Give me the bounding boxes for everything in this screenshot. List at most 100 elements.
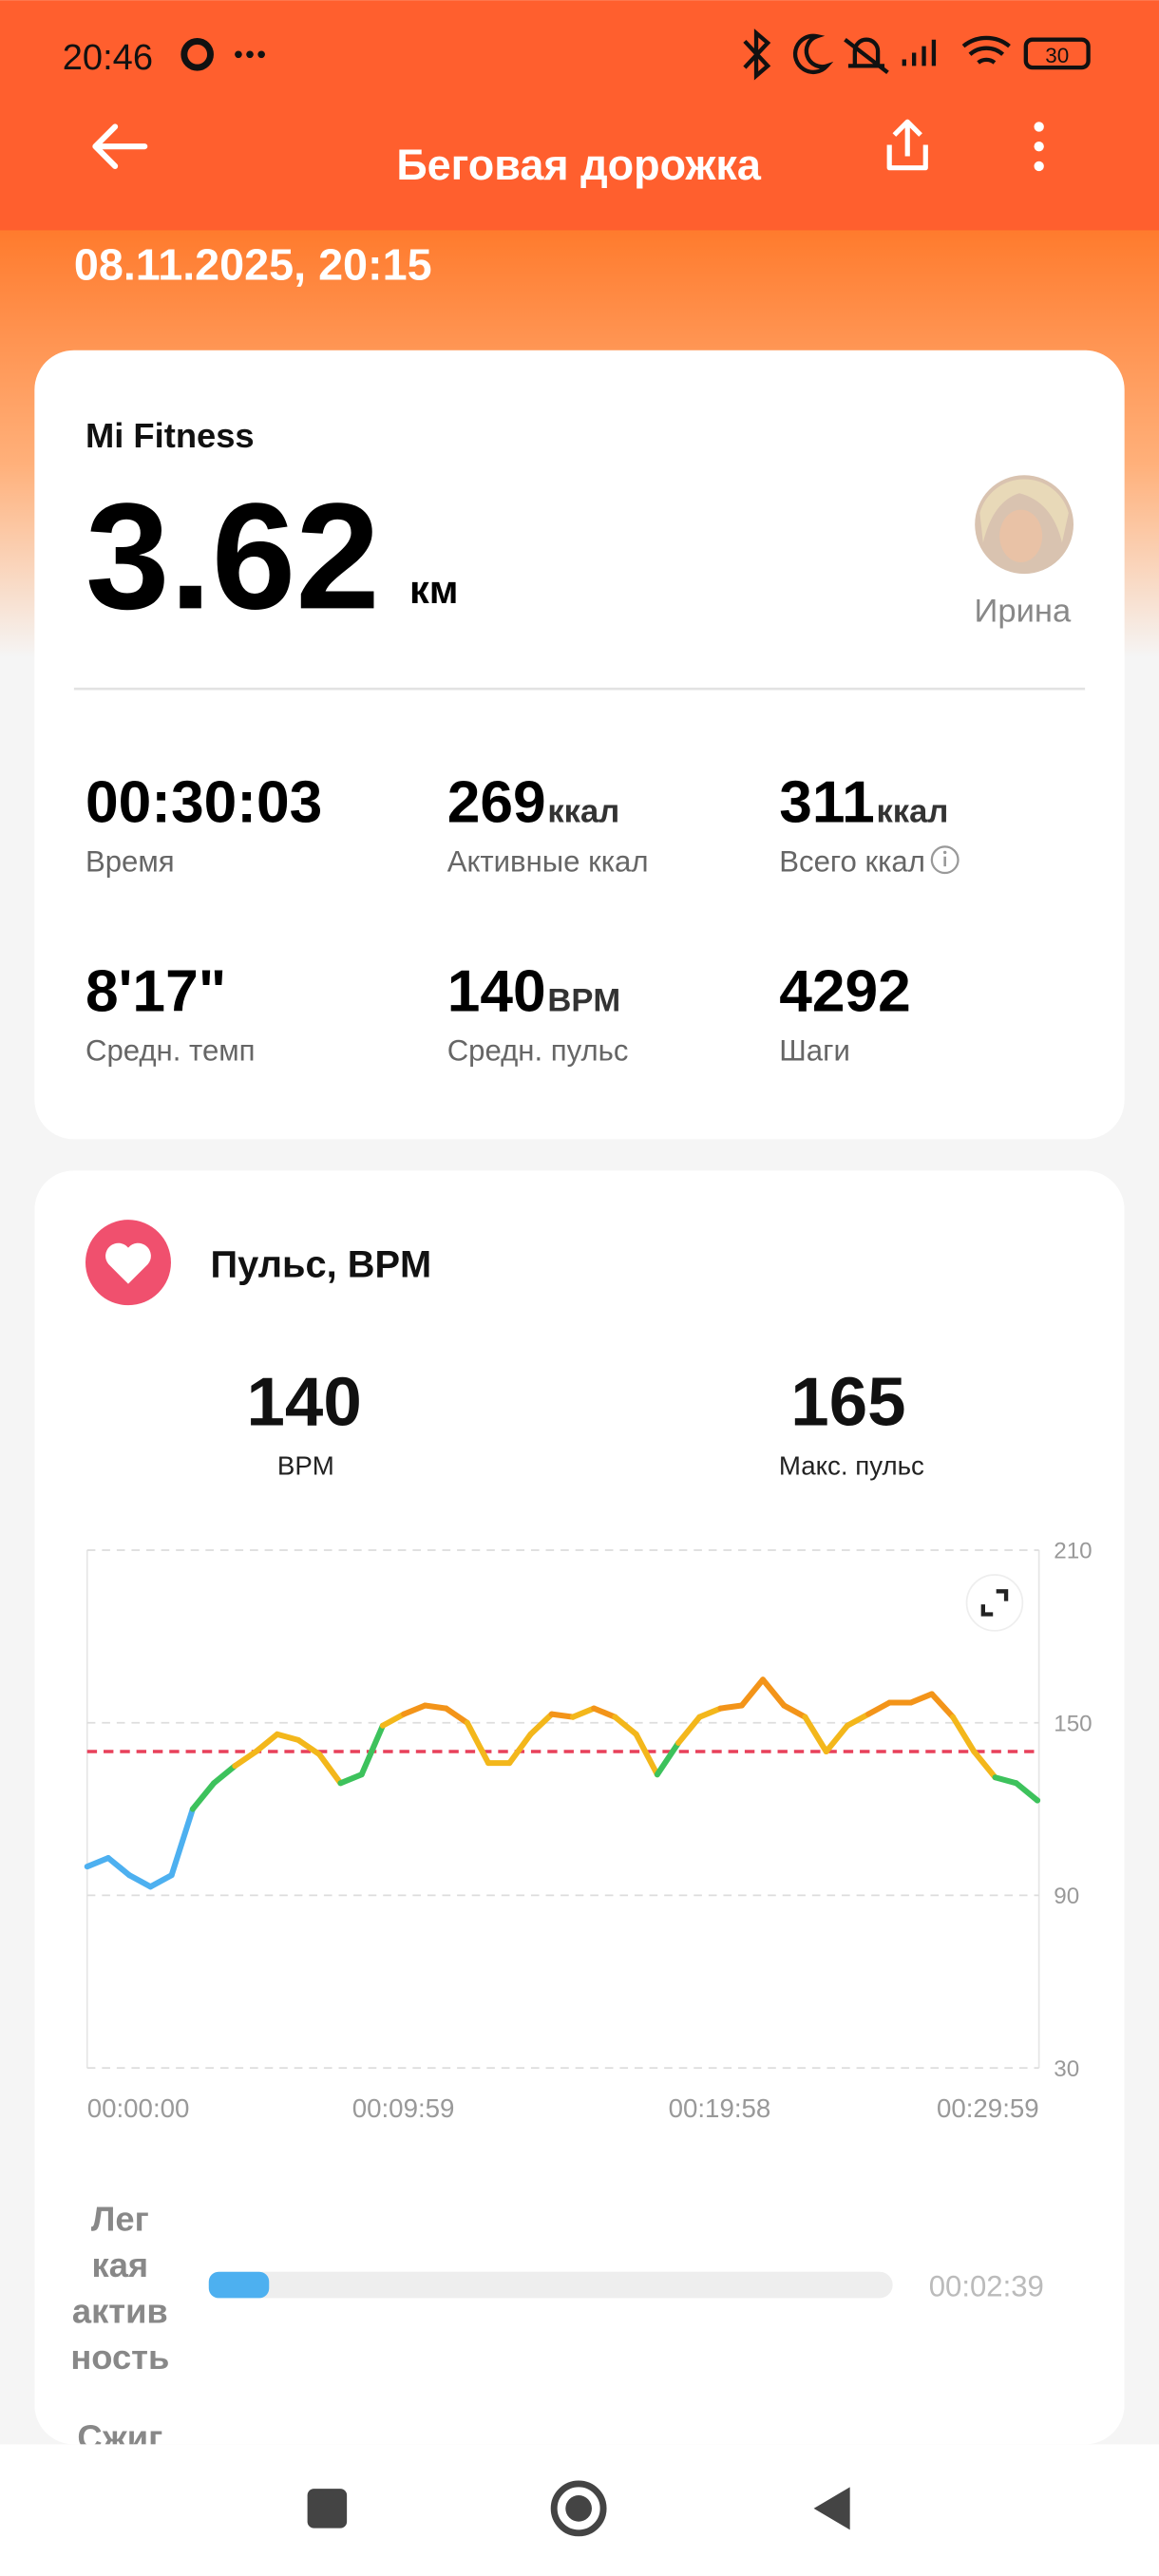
nav-home-dot <box>565 2495 592 2522</box>
heart-icon <box>105 1242 151 1284</box>
heart-card-wrap: Пульс, BPM 140 BPM 165 Макс. пульс 30 90 1… <box>34 1170 1125 2457</box>
hr-segment <box>717 1702 745 1712</box>
status-icons <box>743 28 1091 81</box>
hr-segment <box>527 1711 555 1737</box>
y-tick-label: 210 <box>1054 1539 1092 1564</box>
expand-icon <box>980 1589 1009 1617</box>
avatar-face <box>999 509 1043 562</box>
hr-segment <box>992 1774 1019 1787</box>
hr-segment <box>738 1676 767 1709</box>
page-title: Беговая дорожка <box>396 141 762 189</box>
heart-title: Пульс, BPM <box>211 1244 432 1286</box>
avg-bpm-label: BPM <box>277 1450 334 1480</box>
stat-unit: ккал <box>876 793 948 829</box>
stat-label: Шаги <box>779 1033 850 1067</box>
x-tick-label: 00:29:59 <box>937 2093 1039 2123</box>
zone-label: актив <box>72 2291 168 2330</box>
hr-segment <box>294 1736 323 1758</box>
battery-level: 30 <box>1045 44 1069 67</box>
hr-segment <box>168 1806 196 1879</box>
summary-card <box>34 350 1125 1140</box>
avatar-hair <box>979 479 1069 543</box>
hr-segment <box>907 1691 935 1706</box>
info-icon-dot <box>942 850 947 855</box>
app-bar <box>0 0 1159 231</box>
hr-segment <box>147 1872 175 1890</box>
hr-segment <box>760 1676 788 1709</box>
share-button[interactable] <box>886 119 928 171</box>
hr-segment <box>379 1711 408 1729</box>
stat-unit: ккал <box>547 793 619 829</box>
hr-segment <box>104 1855 133 1879</box>
max-bpm-label: Макс. пульс <box>779 1450 924 1480</box>
y-tick-label: 90 <box>1054 1884 1079 1909</box>
max-bpm: 165 <box>790 1363 905 1440</box>
hr-segment <box>548 1711 577 1720</box>
hr-segment <box>823 1722 850 1755</box>
workout-date: 08.11.2025, 20:15 <box>74 239 432 289</box>
hr-segment <box>84 1855 111 1870</box>
status-dots <box>235 50 265 59</box>
stat-label: Время <box>86 844 175 878</box>
hr-segment <box>443 1705 470 1726</box>
hr-segment <box>316 1752 344 1787</box>
hr-segment <box>633 1731 660 1778</box>
hr-segment <box>506 1731 534 1767</box>
hr-segment <box>950 1714 978 1755</box>
stat-value: 140 <box>447 958 546 1024</box>
hr-segment <box>591 1705 618 1720</box>
stat-label: Средн. пульс <box>447 1033 629 1067</box>
nav-recents[interactable] <box>307 2489 348 2529</box>
status-icon <box>180 37 214 71</box>
hr-segment <box>422 1702 449 1712</box>
zone-duration: 00:02:39 <box>929 2270 1044 2303</box>
nav-home[interactable] <box>550 2480 607 2537</box>
hr-segment <box>464 1719 492 1767</box>
zone-bar <box>208 2271 270 2299</box>
expand-button[interactable] <box>965 1574 1024 1632</box>
zones: Лег кая актив ность 00:02:39 Сжиг <box>70 2199 1044 2457</box>
hr-segment <box>232 1748 259 1770</box>
stat-value: 00:30:03 <box>86 769 322 835</box>
hr-segment <box>654 1739 682 1778</box>
stat-value: 311 <box>779 769 874 835</box>
stat-value: 269 <box>447 769 546 835</box>
x-tick-label: 00:09:59 <box>352 2093 455 2123</box>
x-tick-label: 00:19:58 <box>669 2093 771 2123</box>
hr-segment <box>928 1691 957 1720</box>
zone-label: ность <box>70 2338 169 2377</box>
hr-segment <box>337 1771 365 1787</box>
hr-segment <box>126 1872 154 1890</box>
hr-segment <box>211 1763 238 1787</box>
hr-segment <box>802 1714 829 1755</box>
user-name: Ирина <box>974 593 1072 629</box>
hr-segment <box>1013 1780 1041 1804</box>
back-button[interactable] <box>92 123 148 169</box>
x-tick-label: 00:00:00 <box>87 2093 190 2123</box>
hr-segment <box>781 1702 808 1720</box>
info-icon[interactable] <box>930 845 960 875</box>
stat-value: 4292 <box>779 958 911 1024</box>
heart-card <box>34 1170 1125 2445</box>
hr-segment <box>844 1711 872 1729</box>
zone-label: Сжиг <box>77 2418 162 2457</box>
stat-label: Всего ккал <box>779 844 925 878</box>
heart-rate-chart: 30 90 150 210 00:00:00 00:09:59 00:19:58 00:29:… <box>84 1539 1092 2123</box>
zone-label: Лег <box>91 2199 149 2238</box>
hr-segment <box>675 1714 703 1746</box>
hr-segment <box>274 1731 302 1743</box>
stat-value: 8'17" <box>86 958 226 1024</box>
distance: 3.62 <box>86 471 380 640</box>
zone-label: кая <box>92 2245 149 2284</box>
menu-button[interactable] <box>1034 122 1044 172</box>
hr-segment <box>696 1705 724 1720</box>
hr-segment <box>569 1705 598 1720</box>
hr-segment <box>612 1714 639 1737</box>
hr-end-point <box>1034 1797 1041 1804</box>
hr-segment <box>189 1780 218 1812</box>
y-tick-label: 150 <box>1054 1711 1092 1736</box>
nav-back[interactable] <box>813 2487 850 2530</box>
hr-segment <box>865 1699 893 1717</box>
